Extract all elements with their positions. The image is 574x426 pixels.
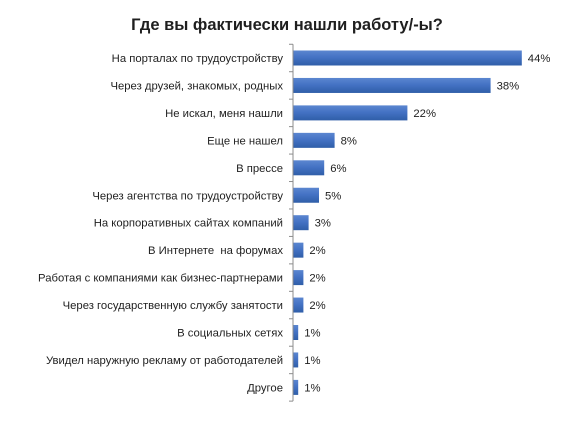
bar <box>293 379 299 395</box>
chart-title: Где вы фактически нашли работу/-ы? <box>131 16 443 34</box>
value-label: 2% <box>309 245 325 257</box>
value-label: 22% <box>413 108 436 120</box>
category-label: В прессе <box>236 163 283 175</box>
value-label: 1% <box>304 382 320 394</box>
category-label: Через друзей, знакомых, родных <box>110 80 283 92</box>
bar <box>293 105 408 121</box>
category-label: Еще не нашел <box>207 135 283 147</box>
category-label: В социальных сетях <box>177 328 283 340</box>
bar <box>293 160 325 176</box>
category-label: В Интернете на форумах <box>148 245 283 257</box>
value-label: 8% <box>341 135 357 147</box>
value-label: 1% <box>304 328 320 340</box>
category-label: Увидел наружную рекламу от работодателей <box>46 355 283 367</box>
bar <box>293 187 319 203</box>
category-label: Работая с компаниями как бизнес-партнера… <box>38 273 283 285</box>
bar <box>293 242 304 258</box>
value-label: 5% <box>325 190 341 202</box>
bar <box>293 325 299 340</box>
category-label: Через государственную службу занятости <box>63 300 283 312</box>
category-label: Другое <box>247 382 283 394</box>
value-label: 3% <box>315 218 331 230</box>
bar <box>293 77 491 93</box>
value-label: 2% <box>309 273 325 285</box>
bar <box>293 270 304 286</box>
bar <box>293 132 335 148</box>
bar <box>293 215 309 231</box>
category-label: Не искал, меня нашли <box>165 108 283 120</box>
bar <box>293 297 304 313</box>
value-label: 1% <box>304 355 320 367</box>
category-label: На порталах по трудоустройству <box>112 53 284 65</box>
value-label: 2% <box>309 300 325 312</box>
category-label: На корпоративных сайтах компаний <box>94 218 283 230</box>
value-label: 38% <box>497 80 520 92</box>
value-label: 44% <box>528 53 551 65</box>
category-label: Через агентства по трудоустройству <box>92 190 283 202</box>
value-label: 6% <box>330 163 346 175</box>
bar <box>293 50 522 66</box>
bar <box>293 352 299 368</box>
bars-layer: На порталах по трудоустройству 44% Через д… <box>38 50 551 395</box>
